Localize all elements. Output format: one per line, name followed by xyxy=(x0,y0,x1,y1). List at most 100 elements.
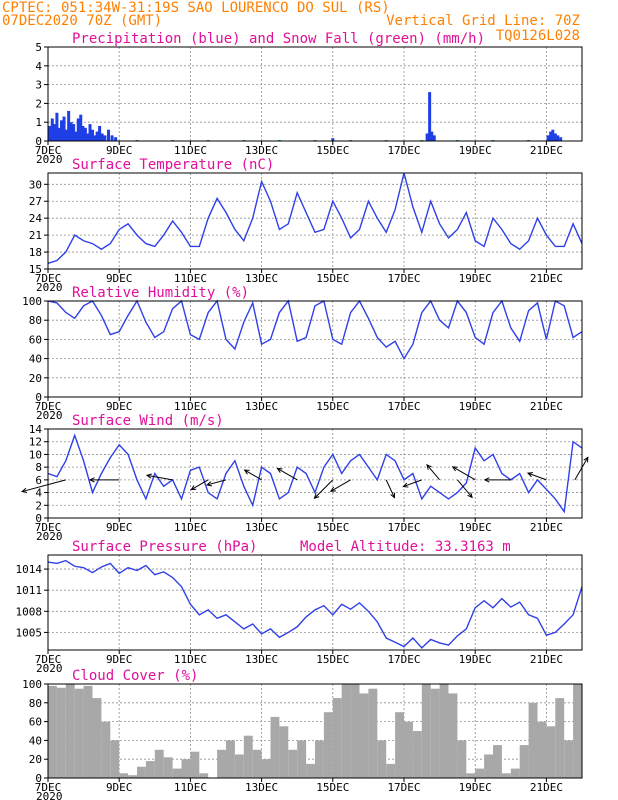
panel-temperature: 15 18 21 24 27 30 7DEC 9DEC 11DEC 13DEC 15DEC 17DEC… xyxy=(29,157,583,294)
cloud-bar xyxy=(412,731,422,778)
wind-arrow-head xyxy=(205,481,213,487)
cloud-bar xyxy=(430,688,440,778)
wind-arrow-head xyxy=(329,486,336,492)
y-tick-label: 30 xyxy=(29,178,42,191)
panel-frame xyxy=(47,554,583,651)
cloud-bar xyxy=(172,768,182,778)
panel-title: Precipitation (blue) and Snow Fall (gree… xyxy=(72,31,485,47)
precip-bar xyxy=(100,133,104,141)
y-tick-label: 1 xyxy=(35,116,42,129)
precip-bar xyxy=(331,138,335,141)
panel-title: Relative Humidity (%) xyxy=(72,285,249,301)
x-tick-label: 15DEC xyxy=(316,521,349,534)
cloud-bar xyxy=(288,749,298,778)
y-tick-label: 100 xyxy=(22,295,42,308)
cloud-bar xyxy=(315,740,324,778)
y-tick-label: 2 xyxy=(35,97,42,110)
y-tick-label: 15 xyxy=(29,263,42,276)
x-tick-label: 13DEC xyxy=(245,781,278,794)
cloud-bar xyxy=(83,685,93,778)
cloud-bar xyxy=(137,766,146,778)
cloud-bar xyxy=(350,684,360,778)
cloud-bar xyxy=(48,685,57,778)
header-station: CPTEC: 051:34W-31:19S SAO LOURENCO DO SU… xyxy=(2,0,390,16)
panel-title: Surface Wind (m/s) xyxy=(72,413,224,429)
wind-arrow-head xyxy=(583,456,589,463)
cloud-bar xyxy=(110,740,120,778)
cloud-bar xyxy=(74,688,84,778)
cloud-bar xyxy=(484,754,493,778)
precip-bar xyxy=(549,131,553,141)
cloud-bar xyxy=(226,740,235,778)
cloud-bar xyxy=(65,684,75,778)
x-tick-label: 17DEC xyxy=(387,400,420,413)
x-tick-label: 17DEC xyxy=(387,521,420,534)
cloud-bar xyxy=(368,688,378,778)
header-model-code: TQ0126L028 xyxy=(496,28,580,44)
y-tick-label: 80 xyxy=(29,314,42,327)
y-tick-label: 20 xyxy=(29,372,42,385)
panel-title: Surface Temperature (nC) xyxy=(72,157,274,173)
x-tick-label: 11DEC xyxy=(174,272,207,285)
y-tick-label: 4 xyxy=(35,487,42,500)
cloud-bar xyxy=(519,745,529,778)
x-tick-label: 19DEC xyxy=(459,781,492,794)
panel-title: Cloud Cover (%) xyxy=(72,668,198,684)
x-tick-label: 17DEC xyxy=(387,781,420,794)
precip-bar xyxy=(50,118,54,141)
x-tick-label: 17DEC xyxy=(387,272,420,285)
x-tick-label: 11DEC xyxy=(174,400,207,413)
cloud-bar xyxy=(439,684,449,778)
x-tick-label: 13DEC xyxy=(245,521,278,534)
x-tick-label: 17DEC xyxy=(387,653,420,666)
temperature-line xyxy=(47,172,583,265)
wind-arrow xyxy=(426,464,440,481)
cloud-bar xyxy=(163,757,173,778)
x-tick-label: 13DEC xyxy=(245,400,278,413)
cloud-bar xyxy=(261,759,271,778)
precip-bar xyxy=(428,92,432,141)
humidity-line xyxy=(47,299,583,361)
cloud-bar xyxy=(546,726,556,778)
y-tick-label: 20 xyxy=(29,753,42,766)
precip-bar xyxy=(86,133,90,141)
x-tick-label: 15DEC xyxy=(316,144,349,157)
x-tick-label: 7DEC xyxy=(35,144,62,157)
x-tick-label: 11DEC xyxy=(174,781,207,794)
cloud-bar xyxy=(395,712,404,778)
precip-bar xyxy=(52,124,56,141)
x-tick-label: 19DEC xyxy=(459,521,492,534)
precip-bar xyxy=(65,129,69,141)
cloud-bar xyxy=(564,740,574,778)
x-tick-label: 7DEC xyxy=(35,781,62,794)
x-tick-label: 21DEC xyxy=(530,521,563,534)
precip-bar xyxy=(98,125,102,141)
wind-arrow-head xyxy=(426,463,432,470)
cloud-bar xyxy=(234,754,244,778)
y-tick-label: 10 xyxy=(29,448,42,461)
y-tick-label: 0 xyxy=(35,391,42,404)
precip-bar xyxy=(67,110,71,141)
y-tick-label: 18 xyxy=(29,246,42,259)
cloud-bar xyxy=(154,749,164,778)
year-fragment: 2020 xyxy=(36,662,63,675)
x-tick-label: 19DEC xyxy=(459,144,492,157)
cloud-bar xyxy=(270,716,280,778)
year-fragment: 2020 xyxy=(36,409,63,422)
x-tick-label: 9DEC xyxy=(106,653,133,666)
y-tick-label: 0 xyxy=(35,135,42,148)
wind-arrow-head xyxy=(390,492,396,499)
wind-line xyxy=(47,433,583,514)
x-tick-label: 21DEC xyxy=(530,272,563,285)
x-tick-label: 13DEC xyxy=(245,653,278,666)
panel-frame xyxy=(47,683,583,779)
precip-bar xyxy=(425,133,429,141)
cloud-bar xyxy=(252,749,262,778)
precip-bar xyxy=(83,127,87,141)
precip-bar xyxy=(72,124,76,141)
cloud-bar xyxy=(555,698,565,778)
cloud-bar xyxy=(421,684,431,778)
header-grid-line: Vertical Grid Line: 70Z xyxy=(386,13,580,29)
pressure-line xyxy=(47,559,583,649)
wind-arrow-head xyxy=(190,485,197,491)
